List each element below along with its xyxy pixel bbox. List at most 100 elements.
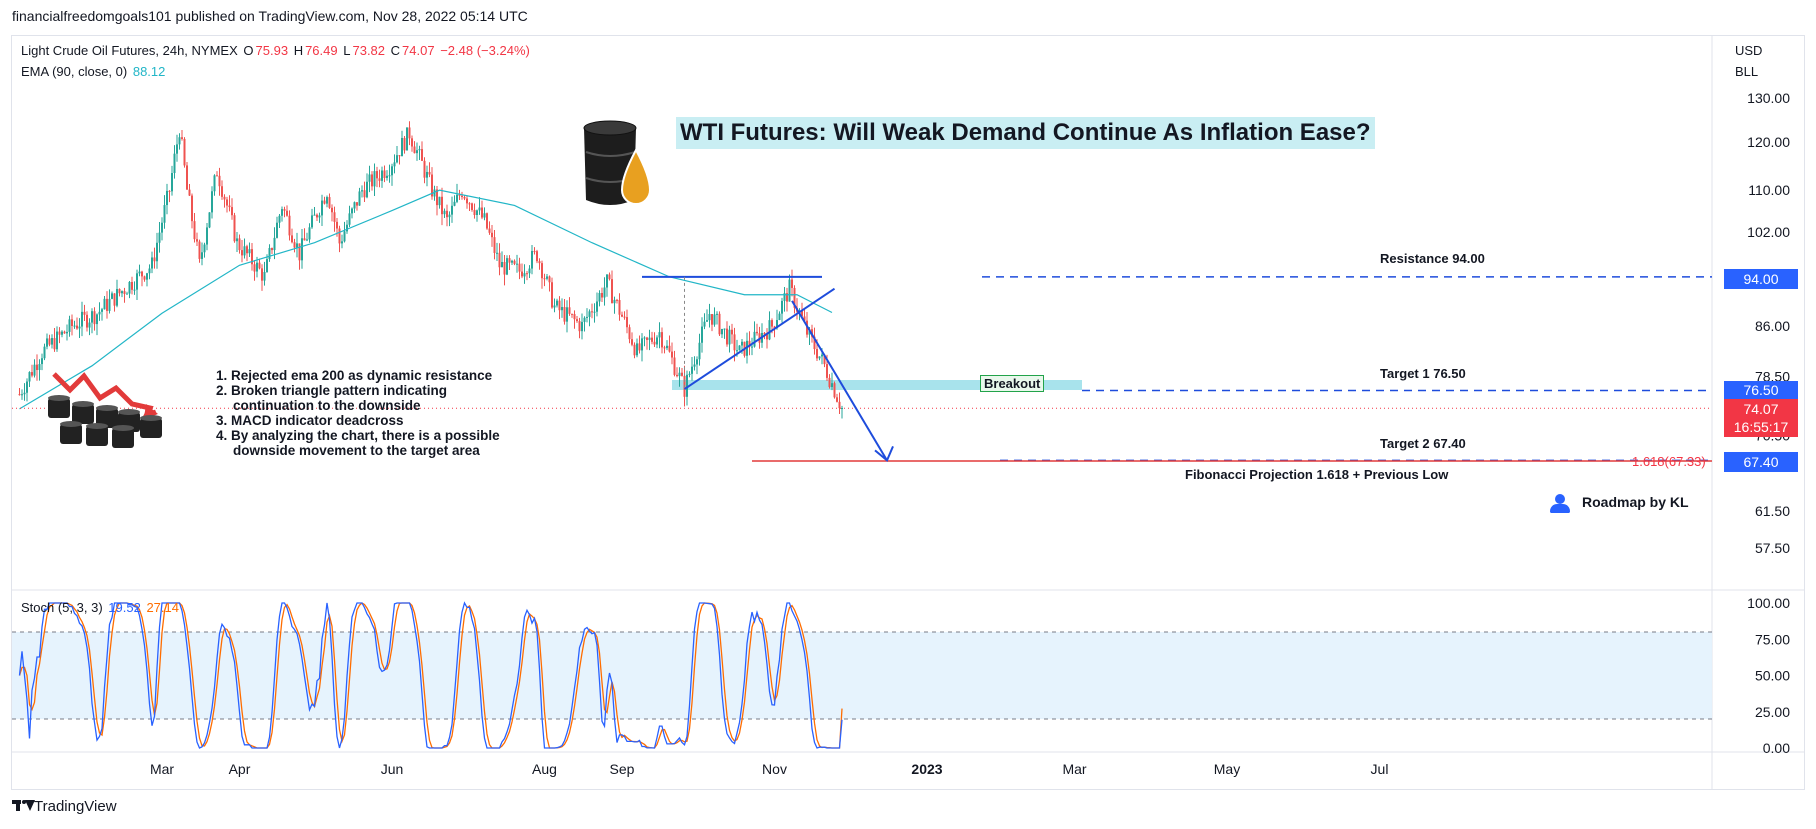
stoch-k-line <box>18 601 843 749</box>
candle-body <box>128 281 131 294</box>
candle-body <box>541 263 543 279</box>
candle-body <box>168 190 171 192</box>
candle-body <box>243 246 246 256</box>
small-barrel <box>60 424 82 444</box>
candle <box>391 163 393 186</box>
candle <box>348 205 351 227</box>
tradingview-logo[interactable]: TradingView <box>12 798 117 815</box>
candle-body <box>18 394 21 396</box>
candle <box>563 299 566 325</box>
candle-body <box>753 331 756 347</box>
candle-body <box>71 319 73 327</box>
candle-body <box>311 215 313 228</box>
candle <box>501 251 503 268</box>
candle <box>636 338 638 358</box>
candle-body <box>441 196 443 215</box>
high-label: H <box>293 43 304 58</box>
candle-body <box>421 149 423 161</box>
candle-body <box>106 298 108 311</box>
candle-body <box>406 127 408 151</box>
candle-body <box>321 200 323 216</box>
projection-arrow-head <box>874 445 894 462</box>
candle <box>183 137 186 168</box>
small-barrel-top <box>48 395 70 401</box>
candle <box>731 323 733 344</box>
oil-drop <box>620 147 652 205</box>
candle <box>651 331 653 345</box>
candle-body <box>186 165 188 190</box>
candle-body <box>738 345 741 351</box>
candle-body <box>463 196 466 199</box>
stoch-tick-label: 75.00 <box>1755 631 1790 647</box>
candle-body <box>183 138 186 166</box>
candle-body <box>58 331 61 335</box>
candle-body <box>293 242 296 248</box>
candle-body <box>491 232 493 238</box>
symbol-name: Light Crude Oil Futures, 24h, NYMEX <box>21 43 238 58</box>
candle <box>633 342 636 359</box>
candle-body <box>601 293 603 298</box>
user-icon <box>1550 494 1570 514</box>
candle-body <box>476 210 478 216</box>
candle-body <box>741 341 743 346</box>
candle <box>356 202 358 211</box>
candle-body <box>86 314 88 328</box>
candle-body <box>301 238 303 261</box>
candle <box>383 165 386 183</box>
candle <box>786 287 788 312</box>
candle-body <box>591 311 593 313</box>
small-barrel-top <box>86 423 108 429</box>
candle <box>238 234 241 254</box>
candle-body <box>341 241 343 244</box>
currency-label: USD <box>1735 43 1763 58</box>
candle <box>476 209 478 222</box>
candle <box>203 242 206 258</box>
candle-body <box>616 299 618 301</box>
candle-body <box>686 374 688 397</box>
candle <box>433 185 436 201</box>
candle-body <box>413 146 416 154</box>
candle-body <box>706 320 708 322</box>
candle <box>616 298 618 304</box>
candle <box>243 238 246 259</box>
candle-body <box>426 171 428 178</box>
barrel-ring <box>585 151 636 157</box>
time-tick-label: Jun <box>381 761 404 777</box>
candle <box>296 232 298 258</box>
candle-body <box>373 171 376 187</box>
candle <box>253 259 256 281</box>
candle <box>246 244 248 262</box>
time-tick-label: Jul <box>1371 761 1389 777</box>
candle-body <box>726 328 728 345</box>
candle <box>248 242 251 257</box>
candle <box>216 171 218 177</box>
candle <box>411 135 413 152</box>
candle-body <box>581 321 583 332</box>
note-line: downside movement to the target area <box>233 443 480 458</box>
candle <box>638 335 641 354</box>
candle-body <box>548 276 551 283</box>
candle-body <box>763 332 766 335</box>
candle <box>156 232 158 269</box>
candle <box>141 270 143 287</box>
candle <box>368 165 371 193</box>
candle <box>828 374 831 389</box>
candle-body <box>411 138 413 147</box>
candle-body <box>546 276 548 279</box>
candle <box>346 220 348 234</box>
candle <box>481 200 483 220</box>
candle-body <box>216 175 218 177</box>
candle-body <box>91 311 93 323</box>
candle-body <box>158 232 161 243</box>
candle-body <box>316 214 318 218</box>
candle-body <box>531 251 533 269</box>
candle-body <box>756 331 758 334</box>
candle <box>406 127 408 151</box>
candle-body <box>556 300 558 306</box>
candle <box>598 290 601 307</box>
candle-body <box>563 307 566 322</box>
last-price-tag: 74.07 16:55:17 <box>1724 399 1798 437</box>
candle <box>601 287 603 303</box>
candle <box>453 195 456 207</box>
